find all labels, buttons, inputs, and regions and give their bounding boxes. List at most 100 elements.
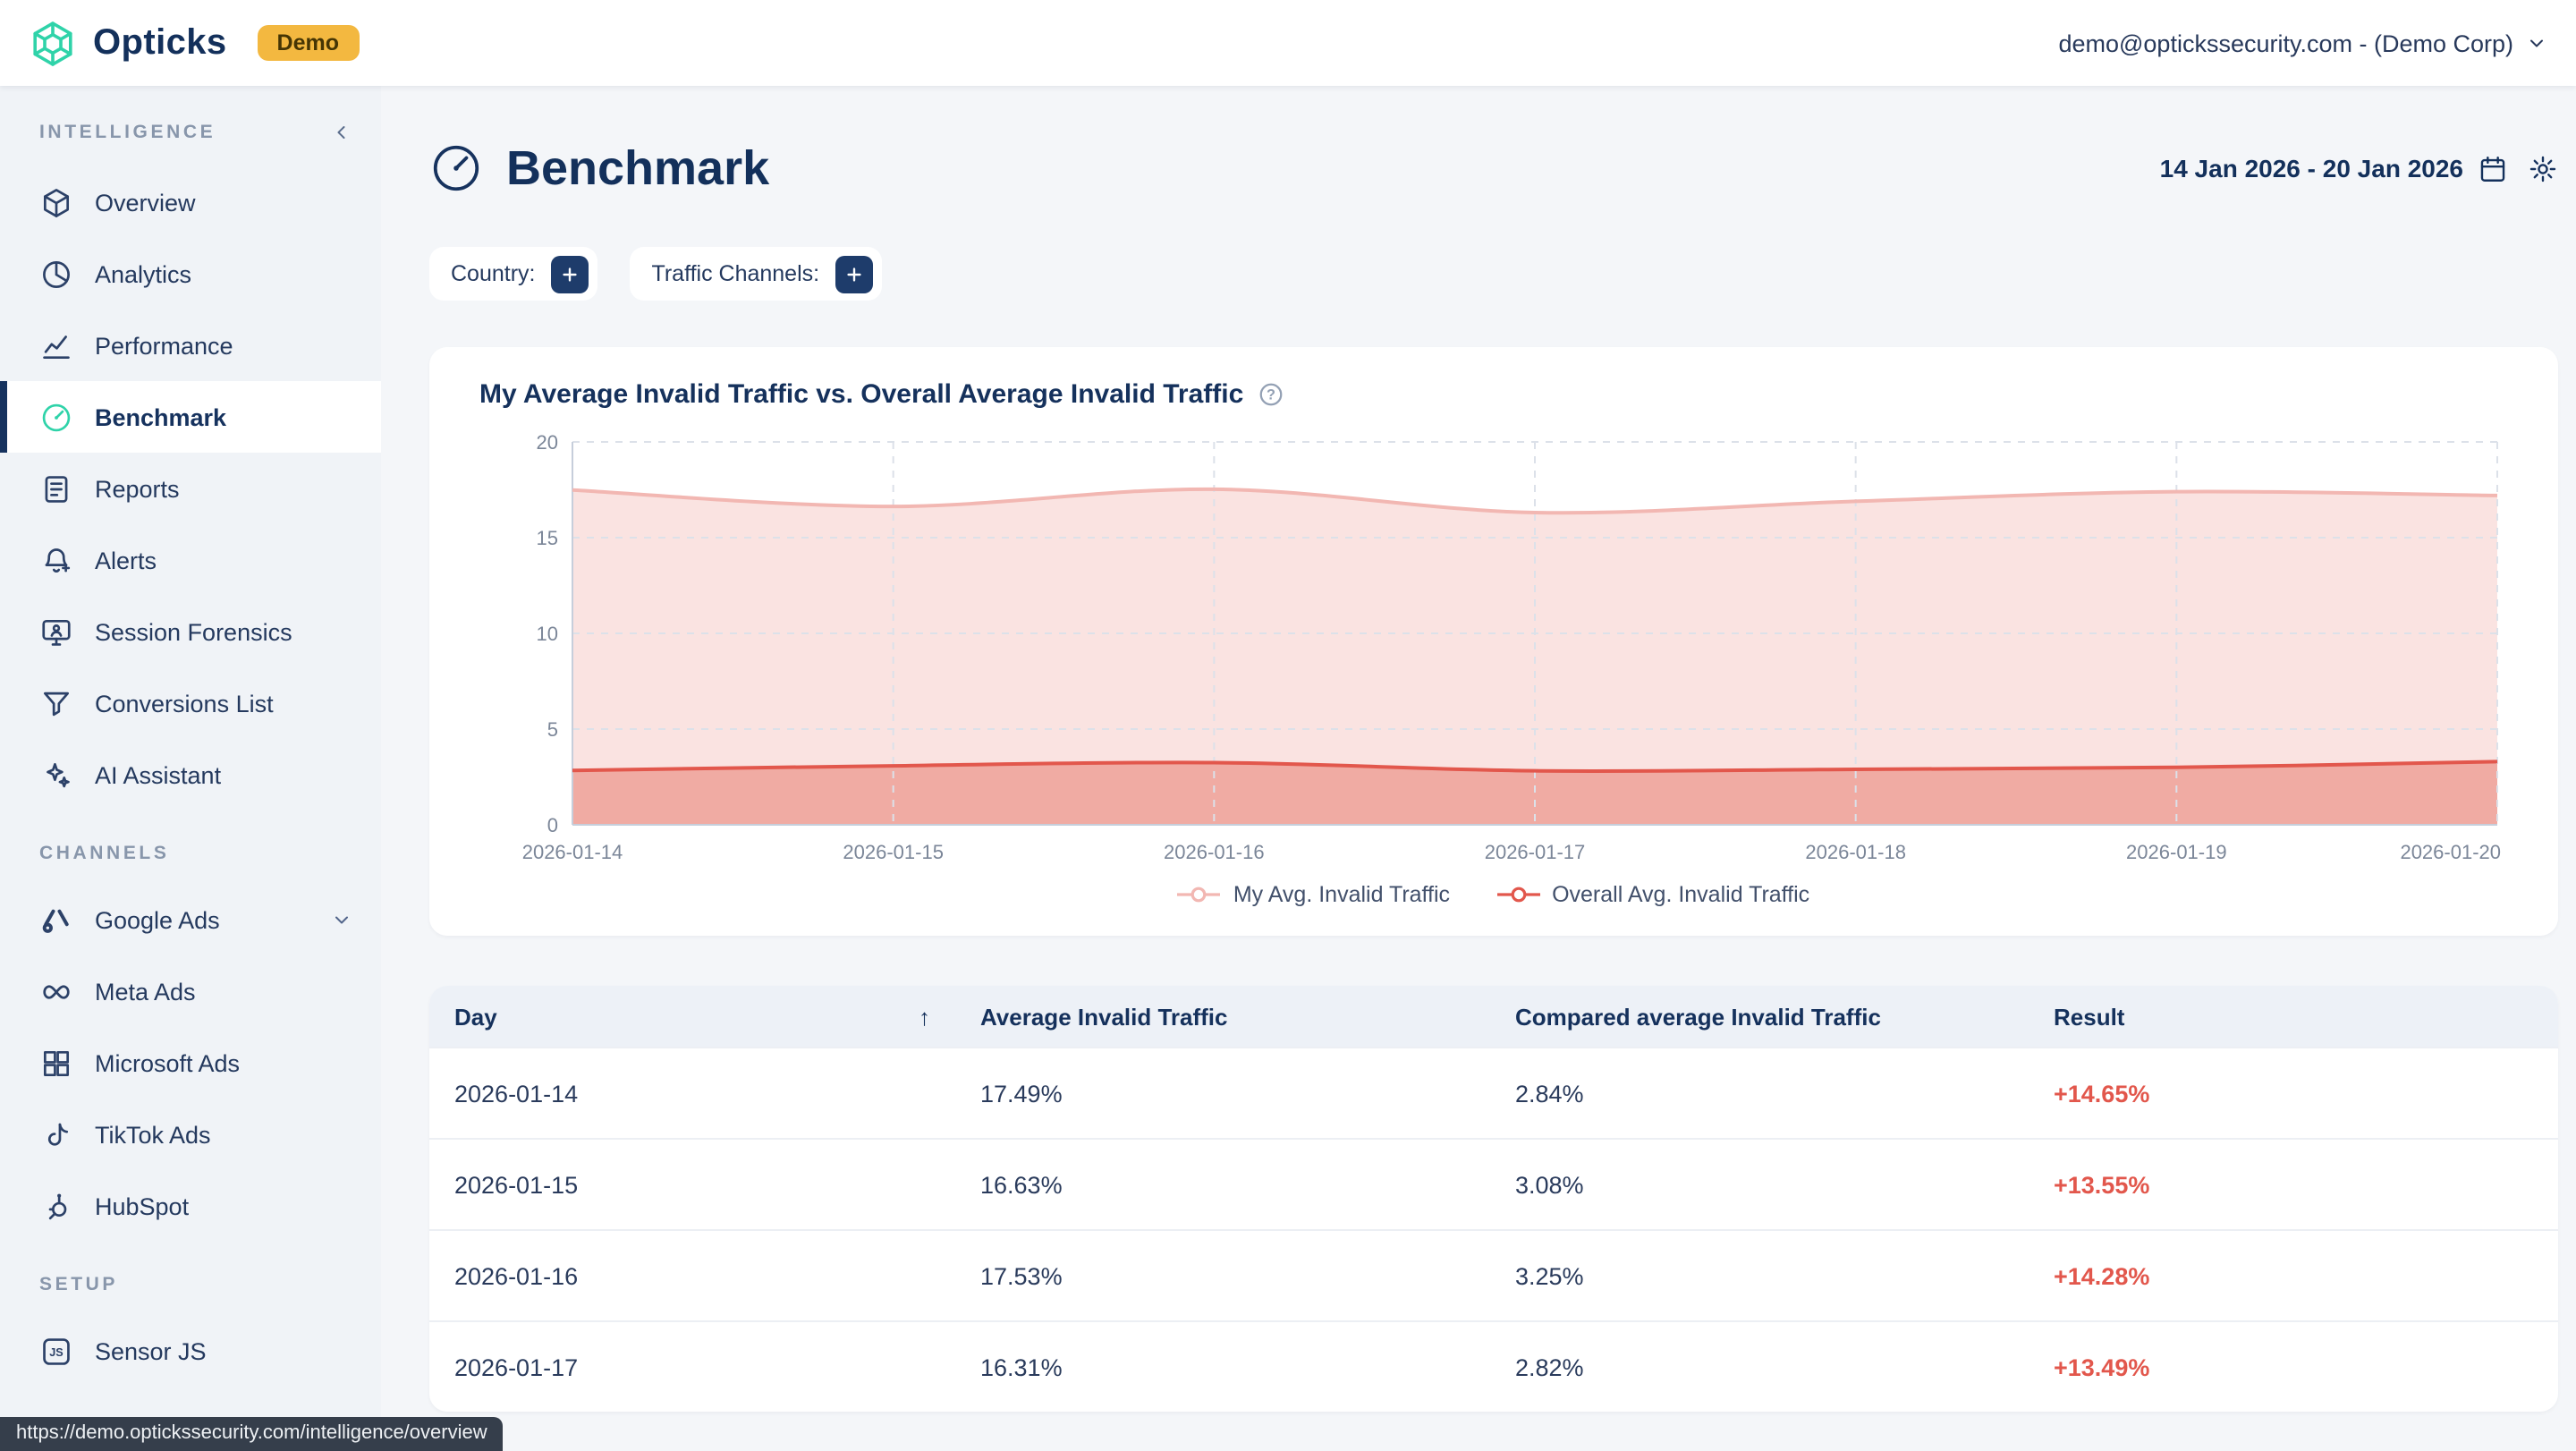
sensor-js-icon: JS bbox=[43, 1337, 70, 1364]
main-content: Benchmark 14 Jan 2026 - 20 Jan 2026 Coun… bbox=[381, 86, 2576, 1451]
add-country-filter-button[interactable] bbox=[551, 255, 589, 293]
sidebar-item-session-forensics[interactable]: Session Forensics bbox=[0, 596, 381, 667]
column-header-compared-average[interactable]: Compared average Invalid Traffic bbox=[1515, 1003, 1881, 1030]
page-title-wrap: Benchmark bbox=[429, 140, 769, 196]
session-forensics-icon bbox=[42, 618, 71, 645]
column-header-day[interactable]: Day ↑ bbox=[454, 1003, 980, 1030]
invalid-traffic-area-chart: 0 5 10 15 20 2026-01-14 2026-01-15 2026-01-16 20… bbox=[522, 431, 2501, 863]
meta-ads-icon bbox=[43, 984, 70, 998]
sidebar-item-ai-assistant[interactable]: AI Assistant bbox=[0, 739, 381, 810]
benchmark-chart-card: My Average Invalid Traffic vs. Overall A… bbox=[429, 347, 2558, 936]
cell-avg: 17.53% bbox=[980, 1262, 1063, 1289]
sidebar-item-reports[interactable]: Reports bbox=[0, 453, 381, 524]
sidebar-item-hubspot[interactable]: HubSpot bbox=[0, 1170, 381, 1242]
hubspot-icon bbox=[48, 1192, 67, 1219]
date-range-label: 14 Jan 2026 - 20 Jan 2026 bbox=[2159, 154, 2463, 182]
sidebar-item-google-ads[interactable]: Google Ads bbox=[0, 884, 381, 955]
date-controls: 14 Jan 2026 - 20 Jan 2026 bbox=[2160, 153, 2558, 183]
svg-text:2026-01-15: 2026-01-15 bbox=[843, 841, 944, 863]
chevron-left-icon bbox=[337, 126, 345, 139]
sidebar-item-label: Benchmark bbox=[95, 403, 227, 430]
svg-text:JS: JS bbox=[49, 1345, 63, 1358]
sidebar-item-performance[interactable]: Performance bbox=[0, 310, 381, 381]
sidebar-item-analytics[interactable]: Analytics bbox=[0, 238, 381, 310]
sidebar-item-meta-ads[interactable]: Meta Ads bbox=[0, 955, 381, 1027]
traffic-channels-filter: Traffic Channels: bbox=[630, 247, 883, 301]
sidebar-item-overview[interactable]: Overview bbox=[0, 166, 381, 238]
sidebar-item-label: Analytics bbox=[95, 260, 192, 287]
sidebar-item-label: Meta Ads bbox=[95, 978, 196, 1005]
svg-text:15: 15 bbox=[537, 527, 558, 549]
sort-ascending-icon: ↑ bbox=[919, 1003, 930, 1030]
account-label: demo@optickssecurity.com - (Demo Corp) bbox=[2058, 30, 2513, 56]
section-channels-label: CHANNELS bbox=[39, 843, 170, 864]
cell-avg: 17.49% bbox=[980, 1080, 1063, 1107]
sidebar-item-tiktok-ads[interactable]: TikTok Ads bbox=[0, 1099, 381, 1170]
svg-text:2026-01-18: 2026-01-18 bbox=[1805, 841, 1906, 863]
sidebar-item-label: Session Forensics bbox=[95, 618, 292, 645]
cell-avg: 16.31% bbox=[980, 1353, 1063, 1380]
sidebar-item-benchmark[interactable]: Benchmark bbox=[0, 381, 381, 453]
sidebar: INTELLIGENCE Overview Analytics Performa… bbox=[0, 86, 381, 1451]
svg-text:2026-01-20: 2026-01-20 bbox=[2400, 841, 2501, 863]
cell-day: 2026-01-16 bbox=[454, 1262, 579, 1289]
sidebar-collapse-button[interactable] bbox=[327, 118, 356, 147]
section-intelligence: INTELLIGENCE bbox=[0, 86, 381, 166]
legend-item-my-avg[interactable]: My Avg. Invalid Traffic bbox=[1177, 882, 1450, 907]
settings-button[interactable] bbox=[2528, 153, 2558, 183]
table-row: 2026-01-17 16.31% 2.82% +13.49% bbox=[429, 1320, 2558, 1412]
svg-text:0: 0 bbox=[547, 814, 558, 836]
cell-result: +14.65% bbox=[2054, 1080, 2150, 1107]
chart-legend: My Avg. Invalid Traffic Overall Avg. Inv… bbox=[479, 871, 2508, 918]
benchmark-gauge-icon bbox=[433, 145, 479, 191]
legend-item-overall-avg[interactable]: Overall Avg. Invalid Traffic bbox=[1496, 882, 1809, 907]
date-range-picker[interactable]: 14 Jan 2026 - 20 Jan 2026 bbox=[2160, 153, 2508, 183]
table-row: 2026-01-14 17.49% 2.84% +14.65% bbox=[429, 1047, 2558, 1138]
svg-text:?: ? bbox=[1267, 386, 1275, 403]
cell-day: 2026-01-15 bbox=[454, 1171, 579, 1198]
sidebar-item-sensor-js[interactable]: JS Sensor JS bbox=[0, 1315, 381, 1387]
section-intelligence-label: INTELLIGENCE bbox=[39, 122, 216, 143]
svg-text:2026-01-14: 2026-01-14 bbox=[522, 841, 623, 863]
overview-icon bbox=[43, 188, 70, 216]
sidebar-item-label: Alerts bbox=[95, 547, 157, 573]
add-traffic-channel-filter-button[interactable] bbox=[835, 255, 874, 293]
svg-text:2026-01-16: 2026-01-16 bbox=[1164, 841, 1265, 863]
sidebar-item-label: Sensor JS bbox=[95, 1337, 207, 1364]
chevron-down-icon[interactable] bbox=[331, 909, 352, 930]
column-header-average-invalid-traffic[interactable]: Average Invalid Traffic bbox=[980, 1003, 1228, 1030]
sidebar-item-label: Performance bbox=[95, 332, 233, 359]
status-url-bar: https://demo.optickssecurity.com/intelli… bbox=[0, 1417, 504, 1451]
analytics-icon bbox=[43, 260, 70, 287]
country-filter: Country: bbox=[429, 247, 598, 301]
account-menu[interactable]: demo@optickssecurity.com - (Demo Corp) bbox=[2058, 30, 2547, 56]
section-channels: CHANNELS bbox=[0, 810, 381, 884]
cell-day: 2026-01-14 bbox=[454, 1080, 579, 1107]
cell-compared: 2.84% bbox=[1515, 1080, 1584, 1107]
sidebar-item-label: AI Assistant bbox=[95, 761, 222, 788]
tiktok-ads-icon bbox=[47, 1122, 69, 1145]
gear-icon bbox=[2529, 155, 2556, 182]
help-icon[interactable]: ? bbox=[1258, 381, 1284, 408]
column-header-result[interactable]: Result bbox=[2054, 1003, 2125, 1030]
column-header-label: Day bbox=[454, 1003, 497, 1030]
svg-text:5: 5 bbox=[547, 718, 558, 741]
cell-compared: 2.82% bbox=[1515, 1353, 1584, 1380]
country-filter-label: Country: bbox=[451, 261, 536, 286]
sidebar-item-conversions-list[interactable]: Conversions List bbox=[0, 667, 381, 739]
sidebar-item-label: Overview bbox=[95, 189, 196, 216]
brand-name: Opticks bbox=[93, 22, 227, 62]
sidebar-item-alerts[interactable]: Alerts bbox=[0, 524, 381, 596]
table-header-row: Day ↑ Average Invalid Traffic Compared a… bbox=[429, 986, 2558, 1047]
brand-logo-link[interactable]: Opticks Demo bbox=[29, 19, 359, 67]
sidebar-item-label: Conversions List bbox=[95, 690, 274, 717]
calendar-icon bbox=[2480, 156, 2505, 181]
benchmark-table-card: Day ↑ Average Invalid Traffic Compared a… bbox=[429, 986, 2558, 1412]
section-setup: SETUP bbox=[0, 1242, 381, 1315]
chart-title-row: My Average Invalid Traffic vs. Overall A… bbox=[479, 379, 2508, 410]
sidebar-item-label: Reports bbox=[95, 475, 180, 502]
sidebar-item-label: TikTok Ads bbox=[95, 1121, 211, 1148]
sidebar-item-microsoft-ads[interactable]: Microsoft Ads bbox=[0, 1027, 381, 1099]
filter-bar: Country: Traffic Channels: bbox=[429, 247, 2558, 301]
legend-marker-icon bbox=[1496, 887, 1540, 903]
